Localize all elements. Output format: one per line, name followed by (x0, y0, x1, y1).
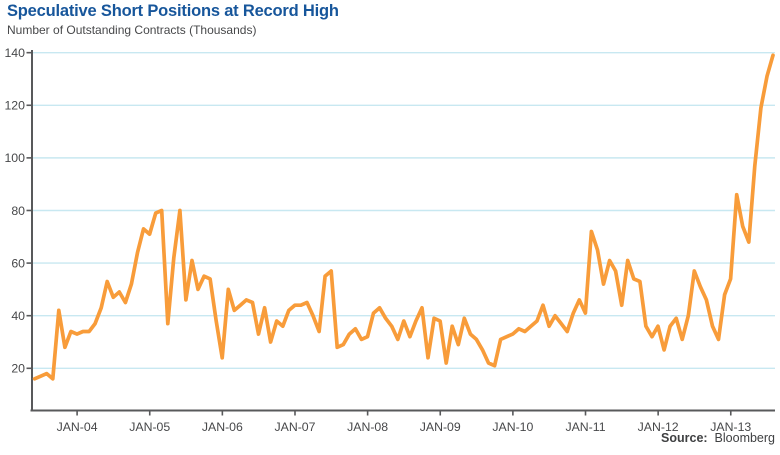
y-tick-label-40: 40 (11, 309, 25, 323)
source-label: Source: (661, 431, 708, 445)
y-tick-label-100: 100 (4, 151, 25, 165)
y-tick-label-120: 120 (4, 99, 25, 113)
x-tick-label-JAN-08: JAN-08 (347, 420, 388, 434)
x-tick-label-JAN-05: JAN-05 (129, 420, 170, 434)
y-tick-label-80: 80 (11, 204, 25, 218)
x-tick-label-JAN-07: JAN-07 (274, 420, 315, 434)
y-tick-label-140: 140 (4, 46, 25, 60)
source-value: Bloomberg (714, 431, 775, 445)
chart-title: Speculative Short Positions at Record Hi… (7, 2, 339, 20)
x-tick-label-JAN-11: JAN-11 (565, 420, 605, 434)
x-tick-label-JAN-04: JAN-04 (57, 420, 98, 434)
y-tick-label-20: 20 (11, 362, 25, 376)
series-line (32, 53, 775, 381)
chart-subtitle: Number of Outstanding Contracts (Thousan… (7, 23, 257, 37)
source-line: Source: Bloomberg (661, 431, 775, 445)
x-tick-label-JAN-13: JAN-13 (710, 420, 751, 434)
x-tick-label-JAN-09: JAN-09 (420, 420, 461, 434)
x-tick-label-JAN-06: JAN-06 (202, 420, 243, 434)
x-tick-label-JAN-12: JAN-12 (638, 420, 679, 434)
x-tick-label-JAN-10: JAN-10 (492, 420, 533, 434)
y-tick-label-60: 60 (11, 256, 25, 270)
